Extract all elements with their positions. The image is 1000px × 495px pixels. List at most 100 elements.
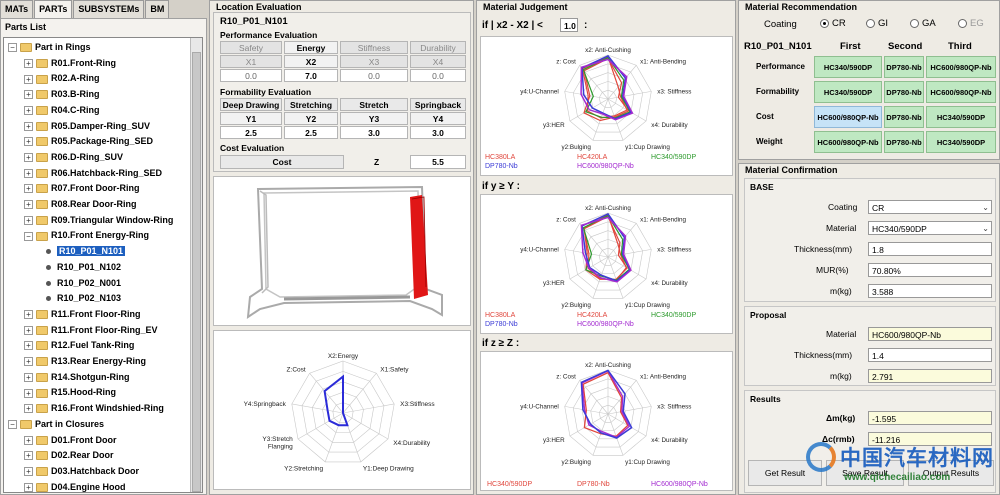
tree-folder-item[interactable]: + R11.Front Floor-Ring — [24, 307, 141, 322]
formability-header-cell[interactable]: Stretch Flanging — [340, 98, 408, 123]
recommend-cell[interactable]: DP780-Nb — [884, 131, 924, 153]
tree-leaf-item[interactable]: R10_P02_N103 — [44, 291, 121, 306]
part-3d-view[interactable] — [213, 176, 471, 326]
tree-folder-item[interactable]: + R01.Front-Ring — [24, 56, 116, 71]
tree-leaf-item[interactable]: R10_P01_N102 — [44, 260, 121, 275]
performance-value-cell[interactable]: 0.0 — [340, 69, 408, 82]
save-result-button[interactable]: Save Result — [826, 460, 904, 486]
tree-group[interactable]: − Part in Closures — [8, 417, 104, 432]
tree-folder-item[interactable]: + R04.C-Ring — [24, 103, 100, 118]
expand-icon[interactable]: + — [24, 74, 33, 84]
base-coating-select[interactable]: CR ⌄ — [868, 200, 992, 214]
expand-icon[interactable]: + — [24, 325, 33, 335]
expand-icon[interactable]: + — [24, 372, 33, 382]
expand-icon[interactable]: + — [24, 451, 33, 461]
recommend-cell[interactable]: HC340/590DP — [926, 131, 996, 153]
expand-icon[interactable]: + — [24, 404, 33, 414]
proposal-material-field[interactable]: HC600/980QP-Nb — [868, 327, 992, 341]
proposal-thickness-input[interactable]: 1.4 — [868, 348, 992, 362]
tree-folder-item[interactable]: + R05.Damper-Ring_SUV — [24, 119, 150, 134]
recommend-cell[interactable]: HC600/980QP-Nb — [926, 56, 996, 78]
tree-folder-item[interactable]: + R15.Hood-Ring — [24, 385, 116, 400]
tree-folder-item[interactable]: + R11.Front Floor-Ring_EV — [24, 323, 158, 338]
performance-value-cell[interactable]: 0.0 — [410, 69, 466, 82]
formability-header-cell[interactable]: Springback — [410, 98, 466, 111]
recommend-cell[interactable]: DP780-Nb — [884, 106, 924, 128]
tree-folder-item[interactable]: + R07.Front Door-Ring — [24, 181, 140, 196]
expand-icon[interactable]: + — [24, 137, 33, 147]
coating-radio-eg[interactable]: EG — [958, 18, 984, 29]
tab-subsystems[interactable]: SUBSYSTEMs — [73, 0, 145, 18]
cost-button[interactable]: Cost — [220, 155, 344, 169]
performance-value-cell[interactable]: 0.0 — [220, 69, 282, 82]
tree-group[interactable]: − Part in Rings — [8, 40, 91, 55]
recommend-cell[interactable]: HC600/980QP-Nb — [926, 81, 996, 103]
formability-value-cell[interactable]: 2.5 — [284, 126, 338, 139]
formability-value-cell[interactable]: 2.5 — [220, 126, 282, 139]
tree-folder-item[interactable]: + R02.A-Ring — [24, 71, 100, 86]
recommend-cell[interactable]: HC600/980QP-Nb — [814, 106, 882, 128]
expand-icon[interactable]: + — [24, 90, 33, 100]
expand-icon[interactable]: + — [24, 153, 33, 163]
recommend-cell[interactable]: HC600/980QP-Nb — [814, 131, 882, 153]
tab-bm[interactable]: BM — [145, 0, 170, 18]
tolerance-input[interactable]: 1.0 — [560, 18, 578, 32]
tree-scrollbar[interactable] — [190, 38, 202, 492]
expand-icon[interactable]: + — [24, 467, 33, 477]
performance-value-cell[interactable]: 7.0 — [284, 69, 338, 82]
output-results-button[interactable]: Output Results — [908, 460, 994, 486]
tree-folder-item[interactable]: + R09.Triangular Window-Ring — [24, 213, 173, 228]
tab-mats[interactable]: MATs — [0, 0, 34, 18]
formability-value-cell[interactable]: 3.0 — [340, 126, 408, 139]
base-thickness-input[interactable]: 1.8 — [868, 242, 992, 256]
tree-leaf-item[interactable]: R10_P01_N101 — [44, 244, 126, 259]
tree-folder-item[interactable]: + D04.Engine Hood — [24, 480, 126, 492]
coating-radio-gi[interactable]: GI — [866, 18, 888, 29]
folder-icon — [36, 325, 48, 335]
coating-radio-ga[interactable]: GA — [910, 18, 936, 29]
recommend-cell[interactable]: HC340/590DP — [926, 106, 996, 128]
expand-icon[interactable]: + — [24, 58, 33, 68]
formability-value-cell[interactable]: 3.0 — [410, 126, 466, 139]
tree-folder-item[interactable]: + R13.Rear Energy-Ring — [24, 354, 146, 369]
get-result-button[interactable]: Get Result — [748, 460, 822, 486]
expand-icon[interactable]: + — [24, 388, 33, 398]
tab-parts[interactable]: PARTs — [34, 0, 73, 18]
tree-folder-item[interactable]: + D03.Hatchback Door — [24, 464, 139, 479]
coating-radio-cr[interactable]: CR — [820, 18, 846, 29]
expand-icon[interactable]: + — [24, 168, 33, 178]
tree-folder-item[interactable]: + R08.Rear Door-Ring — [24, 197, 137, 212]
formability-header-cell[interactable]: Deep Drawing — [220, 98, 282, 111]
expand-icon[interactable]: + — [24, 310, 33, 320]
recommend-cell[interactable]: DP780-Nb — [884, 56, 924, 78]
tree-folder-item[interactable]: − R10.Front Energy-Ring — [24, 228, 149, 243]
expand-icon[interactable]: + — [24, 482, 33, 492]
tree-folder-item[interactable]: + D02.Rear Door — [24, 448, 114, 463]
expand-icon[interactable]: + — [24, 184, 33, 194]
tree-folder-item[interactable]: + R16.Front Windshied-Ring — [24, 401, 164, 416]
tree-folder-item[interactable]: + R03.B-Ring — [24, 87, 100, 102]
expand-icon[interactable]: + — [24, 121, 33, 131]
expand-icon[interactable]: + — [24, 341, 33, 351]
z-value[interactable]: 5.5 — [410, 155, 466, 169]
collapse-icon[interactable]: − — [8, 419, 17, 429]
expand-icon[interactable]: + — [24, 357, 33, 367]
tree-folder-item[interactable]: + R14.Shotgun-Ring — [24, 370, 130, 385]
tree-folder-item[interactable]: + R06.Hatchback-Ring_SED — [24, 166, 162, 181]
formability-header-cell[interactable]: Stretching — [284, 98, 338, 111]
tree-leaf-item[interactable]: R10_P02_N001 — [44, 276, 121, 291]
collapse-icon[interactable]: − — [8, 43, 17, 53]
expand-icon[interactable]: + — [24, 105, 33, 115]
expand-icon[interactable]: + — [24, 200, 33, 210]
expand-icon[interactable]: + — [24, 435, 33, 445]
recommend-cell[interactable]: HC340/590DP — [814, 81, 882, 103]
expand-icon[interactable]: + — [24, 215, 33, 225]
recommend-cell[interactable]: HC340/590DP — [814, 56, 882, 78]
tree-folder-item[interactable]: + R05.Package-Ring_SED — [24, 134, 153, 149]
tree-folder-item[interactable]: + D01.Front Door — [24, 433, 117, 448]
recommend-cell[interactable]: DP780-Nb — [884, 81, 924, 103]
base-material-select[interactable]: HC340/590DP ⌄ — [868, 221, 992, 235]
expand-icon[interactable]: − — [24, 231, 33, 241]
tree-folder-item[interactable]: + R12.Fuel Tank-Ring — [24, 338, 134, 353]
tree-folder-item[interactable]: + R06.D-Ring_SUV — [24, 150, 123, 165]
